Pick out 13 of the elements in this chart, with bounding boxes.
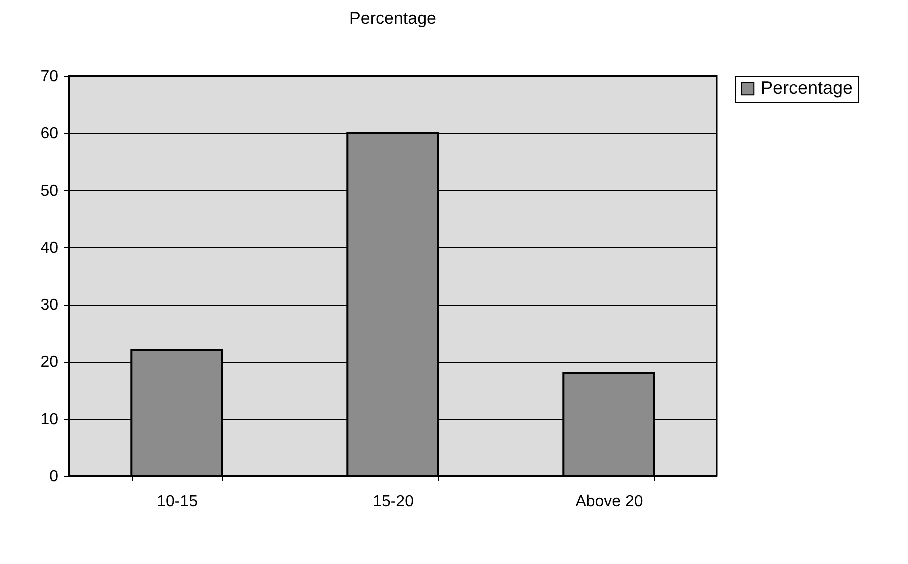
x-tick-label: Above 20 (576, 494, 644, 510)
y-tick-label: 40 (40, 240, 59, 257)
x-tick-label: 15-20 (373, 494, 414, 510)
y-tick-label: 30 (40, 297, 59, 314)
y-tick-label: 50 (40, 182, 59, 200)
y-tick-label: 20 (40, 354, 59, 372)
y-tick-label: 70 (40, 68, 59, 86)
chart-title: Percentage (350, 9, 436, 28)
x-tick-label: 10-15 (157, 494, 198, 510)
y-tick-label: 0 (50, 468, 59, 486)
y-tick-label: 60 (40, 126, 59, 143)
y-tick-label: 10 (40, 411, 59, 428)
legend-label: Percentage (761, 78, 854, 98)
